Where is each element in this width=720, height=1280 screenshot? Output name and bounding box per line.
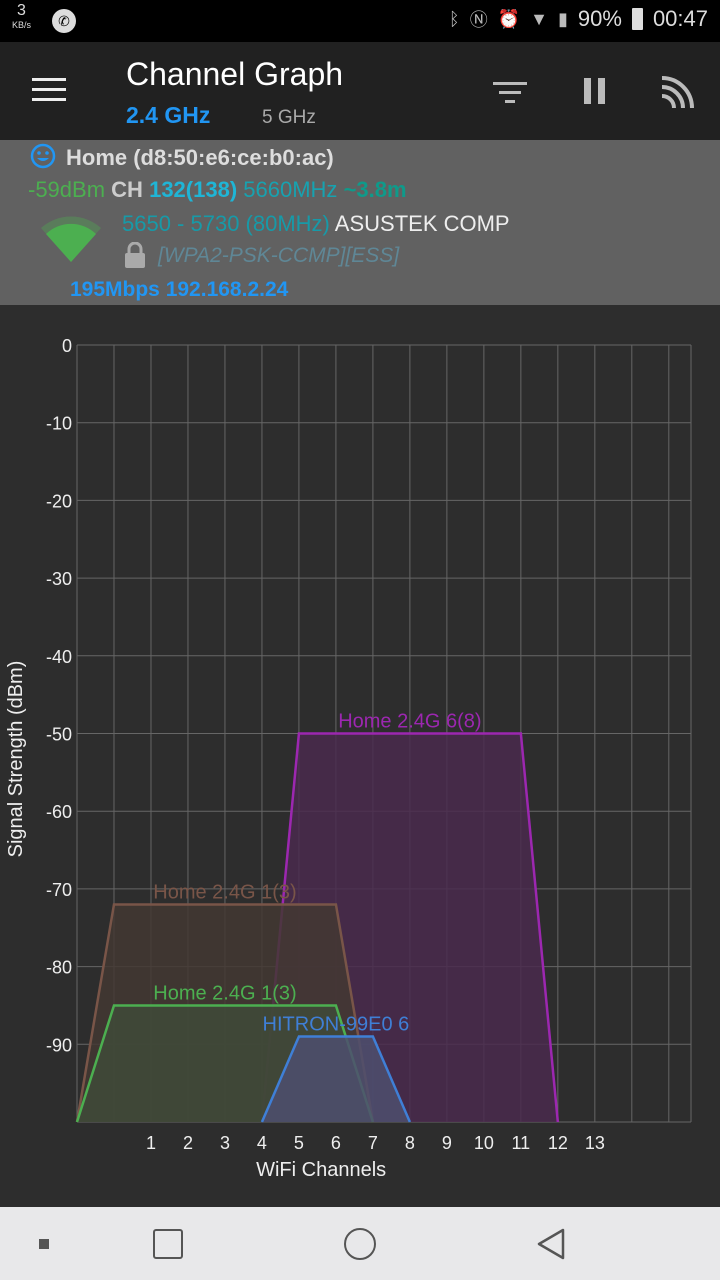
y-tick-label: -80 (46, 958, 72, 978)
x-tick-label: 3 (220, 1133, 230, 1153)
menu-icon[interactable] (32, 78, 66, 102)
network-label: Home 2.4G 1(3) (153, 982, 296, 1004)
frequency-range: 5650 - 5730 (80MHz) (122, 211, 330, 236)
channel-value: 132(138) (149, 177, 238, 202)
y-tick-label: -90 (46, 1035, 72, 1055)
connection-info[interactable]: Home (d8:50:e6:ce:b0:ac) -59dBm CH 132(1… (0, 140, 720, 305)
signal-line: -59dBm CH 132(138) 5660MHz ~3.8m (28, 177, 407, 203)
navigation-bar (0, 1207, 720, 1280)
x-tick-label: 13 (585, 1133, 605, 1153)
network-label: HITRON-99E0 6 (263, 1014, 410, 1036)
x-tick-label: 12 (548, 1133, 568, 1153)
y-tick-label: -20 (46, 491, 72, 511)
y-axis-label: Signal Strength (dBm) (5, 661, 27, 858)
channel-graph: 0 -10 -20 -30 -40 -50 -60 -70 -80 -90 1 2 3 4 5 6 7 8 9 10 1… (0, 305, 720, 1207)
signal-3g-icon: ▮ (557, 8, 568, 29)
x-tick-label: 11 (512, 1133, 531, 1153)
signal-strength: -59dBm (28, 177, 106, 202)
y-tick-label: -70 (46, 880, 72, 900)
x-tick-label: 10 (474, 1133, 494, 1153)
network-label: Home 2.4G 6(8) (338, 711, 481, 733)
smiley-icon (30, 143, 56, 169)
nfc-icon: Ⓝ (469, 10, 488, 30)
speed-unit: KB/s (12, 20, 32, 30)
network-area (261, 1036, 410, 1122)
x-tick-label: 6 (331, 1133, 341, 1153)
speed-value: 3 (17, 2, 26, 19)
lock-icon (125, 242, 145, 268)
network-speed: 3 KB/s (12, 2, 32, 32)
x-tick-label: 5 (294, 1133, 304, 1153)
x-tick-label: 8 (405, 1133, 415, 1153)
home-button[interactable] (344, 1228, 376, 1260)
network-outline (75, 903, 375, 1123)
y-tick-label: -60 (46, 802, 72, 822)
y-tick-label: 0 (62, 336, 72, 356)
vendor: ASUSTEK COMP (334, 211, 510, 236)
phone-icon: ✆ (52, 9, 76, 33)
security: [WPA2-PSK-CCMP][ESS] (158, 244, 400, 267)
y-tick-label: -40 (46, 647, 72, 667)
clock: 00:47 (652, 6, 708, 31)
network-label: Home 2.4G 1(3) (153, 881, 296, 903)
channel-label: CH (111, 177, 143, 202)
frequency: 5660MHz (243, 177, 338, 202)
x-axis-label: WiFi Channels (256, 1159, 386, 1181)
x-tick-label: 2 (183, 1133, 193, 1153)
filter-icon[interactable] (493, 80, 527, 106)
distance: ~3.8m (343, 177, 407, 202)
alarm-icon: ⏰ (497, 8, 521, 29)
battery-icon (631, 8, 643, 30)
wifi-signal-icon (41, 216, 101, 262)
status-bar: 3 KB/s ✆ ᛒ Ⓝ ⏰ ▼ ▮ 90% 00:47 (0, 0, 720, 42)
tab-2-4ghz[interactable]: 2.4 GHz (126, 102, 211, 128)
pause-icon[interactable] (583, 78, 607, 104)
range-line: 5650 - 5730 (80MHz) ASUSTEK COMP (122, 211, 510, 237)
app-bar: Channel Graph 2.4 GHz 5 GHz (0, 42, 720, 140)
x-tick-label: 4 (257, 1133, 267, 1153)
wifi-scan-icon[interactable] (660, 74, 696, 108)
overview-button[interactable] (153, 1229, 183, 1259)
y-tick-label: -50 (46, 725, 72, 745)
x-tick-label: 9 (442, 1133, 452, 1153)
bluetooth-icon: ᛒ (448, 8, 460, 29)
x-tick-label: 7 (368, 1133, 378, 1153)
recents-dot-icon[interactable] (39, 1239, 49, 1249)
y-tick-label: -30 (46, 569, 72, 589)
ssid: Home (d8:50:e6:ce:b0:ac) (66, 145, 334, 170)
speed-ip: 195Mbps 192.168.2.24 (70, 278, 289, 301)
tab-5ghz[interactable]: 5 GHz (262, 107, 316, 128)
back-button[interactable] (536, 1228, 566, 1260)
x-tick-label: 1 (146, 1133, 156, 1153)
network-outline (260, 1035, 412, 1123)
y-tick-label: -10 (46, 414, 72, 434)
page-title: Channel Graph (126, 56, 344, 92)
wifi-icon: ▼ (530, 8, 548, 29)
battery-percent: 90% (577, 6, 622, 31)
chart-svg: 0-10-20-30-40-50-60-70-80-901 2 3 4 5 6 7 8 9 10 1… (5, 336, 692, 1181)
